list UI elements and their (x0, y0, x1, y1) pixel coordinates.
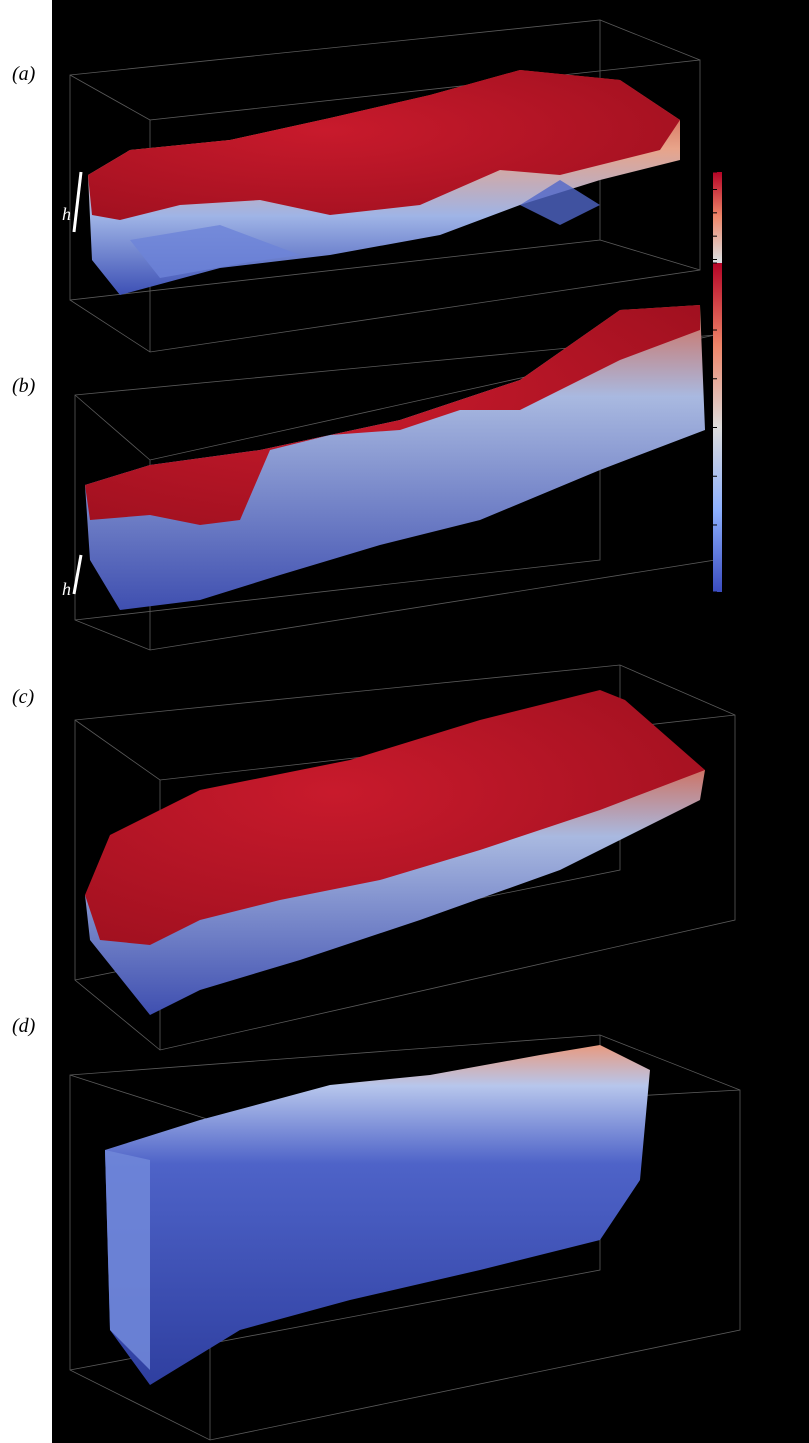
panel-c-render (74, 664, 736, 1051)
height-marker (72, 554, 83, 595)
colorbar-tick-label: 0.99960 (724, 298, 773, 314)
colorbar-tick-label: 0.600 (724, 516, 758, 532)
colorbar-tick-label: 1.00040 (724, 204, 773, 220)
panel-label: (b) (12, 375, 36, 397)
colorbar-tick-label: 0.325 (724, 583, 758, 599)
colorbar-tick-label: 0.99925 (724, 338, 773, 354)
colorbar-tick-label: 1.675 (724, 254, 758, 270)
panel-a-render (69, 19, 701, 353)
panel-d-render (69, 1034, 741, 1441)
panel-label: (a) (12, 63, 36, 85)
colorbar-tick-label: 1.00020 (724, 228, 773, 244)
height-label: h (62, 204, 71, 224)
colorbar-tick-label: 0.99980 (724, 274, 773, 290)
height-label: h (62, 579, 71, 599)
colorbar (713, 172, 722, 347)
panel-label: (d) (12, 1015, 36, 1037)
colorbar-tick-label: 0.99940 (724, 321, 773, 337)
panel-label: (c) (12, 686, 35, 708)
colorbar-tick-label: 0.800 (724, 468, 758, 484)
colorbar-label: ρ/ρ₀ (787, 242, 804, 268)
colorbar-tick-label: 1.400 (724, 321, 758, 337)
colorbar-label: ρ/ρ₀ (787, 552, 804, 578)
colorbar (713, 263, 722, 592)
colorbar-tick-label: 1.00000 (724, 251, 773, 267)
height-marker (72, 171, 83, 233)
colorbar-tick-label: 1.200 (724, 370, 758, 386)
colorbar-tick-label: 1.00075 (724, 163, 773, 179)
colorbar-tick-label: 1.00060 (724, 181, 773, 197)
colorbar-tick-label: 1.000 (724, 419, 758, 435)
